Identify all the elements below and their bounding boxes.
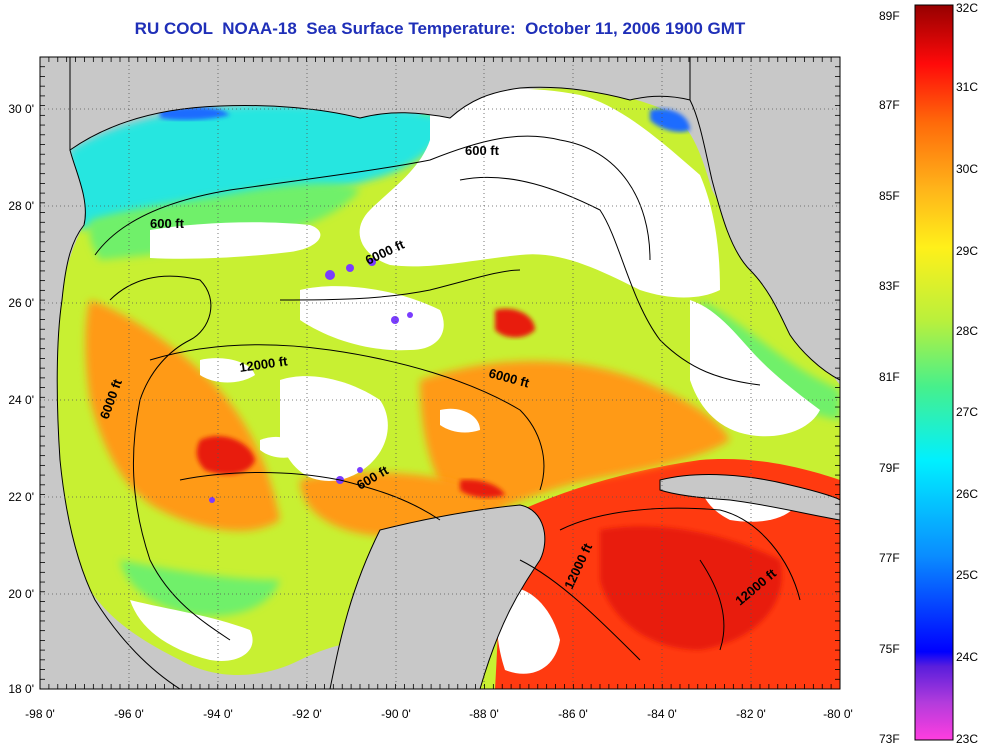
x-tick-label: -90 0': [381, 707, 411, 721]
y-tick-label: 22 0': [8, 490, 34, 504]
y-tick-label: 18 0': [8, 682, 34, 696]
colorbar-f-label: 83F: [879, 279, 900, 293]
y-tick-label: 24 0': [8, 393, 34, 407]
contour-label: 600 ft: [150, 216, 185, 231]
x-tick-label: -94 0': [203, 707, 233, 721]
colorbar-c-label: 24C: [956, 650, 978, 664]
x-tick-label: -86 0': [558, 707, 588, 721]
y-tick-label: 28 0': [8, 199, 34, 213]
colorbar-f-label: 75F: [879, 642, 900, 656]
map-title: RU COOL NOAA-18 Sea Surface Temperature:…: [134, 19, 746, 38]
y-tick-label: 26 0': [8, 296, 34, 310]
us-gulf-coast: [69, 57, 691, 151]
colorbar-f-label: 77F: [879, 551, 900, 565]
south-green-band: [120, 560, 280, 617]
colorbar-c-label: 27C: [956, 405, 978, 419]
colorbar-f-label: 89F: [879, 9, 900, 23]
colorbar-f-label: 81F: [879, 370, 900, 384]
cuba-island: [659, 474, 840, 521]
x-tick-label: -84 0': [647, 707, 677, 721]
colorbar-f-label: 87F: [879, 98, 900, 112]
yucatan-peninsula: [329, 504, 546, 689]
map-content: [40, 57, 840, 689]
northern-shelf-cool: [69, 104, 451, 230]
mexico-coast: [40, 57, 181, 689]
x-tick-label: -92 0': [292, 707, 322, 721]
colorbar-c-label: 31C: [956, 80, 978, 94]
colorbar-c-label: 32C: [956, 1, 978, 15]
red-hotspot-2: [495, 308, 535, 338]
colorbar-fahrenheit-labels: 89F 87F 85F 83F 81F 79F 77F 75F 73F: [879, 9, 900, 746]
colorbar-f-label: 85F: [879, 189, 900, 203]
x-tick-label: -96 0': [114, 707, 144, 721]
red-hotspot-4: [600, 526, 782, 650]
colorbar-c-label: 25C: [956, 568, 978, 582]
northeast-blue: [650, 108, 690, 132]
x-tick-label: -88 0': [469, 707, 499, 721]
graticule: [40, 57, 840, 689]
contour-label: 600 ft: [465, 143, 500, 158]
colorbar-f-label: 79F: [879, 461, 900, 475]
colorbar-c-label: 26C: [956, 487, 978, 501]
colorbar-c-label: 30C: [956, 162, 978, 176]
x-tick-label: -98 0': [25, 707, 55, 721]
red-hotspot-1: [196, 436, 255, 475]
y-axis-labels: 30 0' 28 0' 26 0' 24 0' 22 0' 20 0' 18 0…: [8, 102, 34, 696]
colorbar-c-label: 23C: [956, 732, 978, 746]
y-tick-label: 20 0': [8, 587, 34, 601]
frame-ticks: [39, 56, 841, 690]
y-tick-label: 30 0': [8, 102, 34, 116]
colorbar-c-label: 29C: [956, 244, 978, 258]
x-tick-label: -82 0': [736, 707, 766, 721]
red-hotspot-3: [460, 479, 505, 498]
colorbar: [914, 4, 954, 741]
colorbar-c-label: 28C: [956, 324, 978, 338]
colorbar-f-label: 73F: [879, 732, 900, 746]
x-tick-label: -80 0': [823, 707, 853, 721]
colorbar-celsius-labels: 32C 31C 30C 29C 28C 27C 26C 25C 24C 23C: [956, 1, 978, 746]
contour-label: 12000 ft: [238, 353, 289, 375]
loop-current-orange: [420, 361, 730, 520]
x-axis-labels: -98 0' -96 0' -94 0' -92 0' -90 0' -88 0…: [25, 707, 853, 721]
east-green-band: [700, 300, 840, 420]
bathymetry-contours: [94, 135, 801, 661]
cloud-cover: [130, 88, 820, 674]
florida-peninsula: [689, 57, 840, 381]
